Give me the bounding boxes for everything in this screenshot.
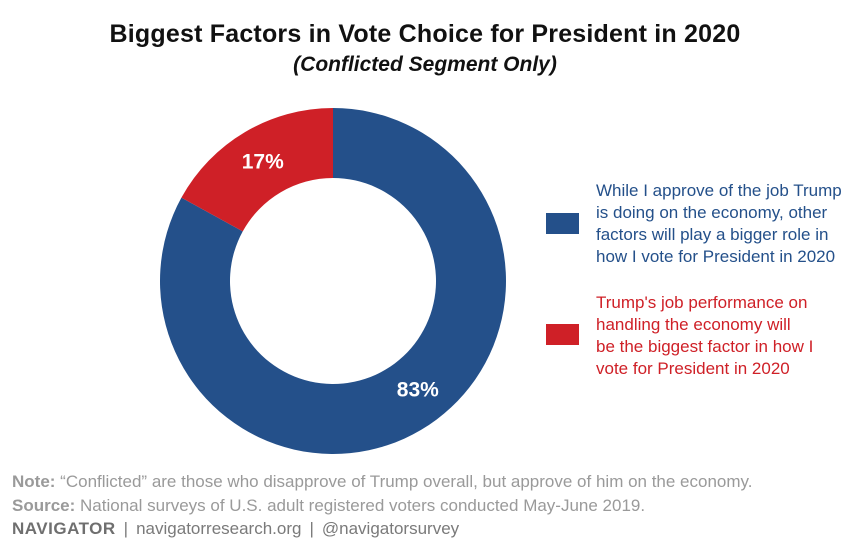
legend-line: handling the economy will [596,315,791,334]
social-handle[interactable]: @navigatorsurvey [321,519,460,538]
legend-label-economy-biggest-factor: Trump's job performance on handling the … [596,292,850,380]
chart-title: Biggest Factors in Vote Choice for Presi… [109,20,741,48]
chart-subtitle: (Conflicted Segment Only) [293,53,557,76]
website-link[interactable]: navigatorresearch.org [136,519,302,538]
note-label: Note: [12,472,56,491]
source-text: National surveys of U.S. adult registere… [75,496,646,515]
source-label: Source: [12,496,76,515]
note-text: “Conflicted” are those who disapprove of… [55,472,753,491]
legend-line: vote for President in 2020 [596,359,790,378]
separator: | [309,519,314,538]
footer-brand-line: NAVIGATOR | navigatorresearch.org | @navigat… [12,519,459,539]
slice-label-other-factors: 83% [397,378,439,401]
footer-note: Note: “Conflicted” are those who disappr… [12,472,753,492]
legend-swatch-economy-biggest-factor [546,324,579,345]
separator: | [123,519,129,538]
slice-label-economy-biggest-factor: 17% [242,151,284,174]
legend-line: factors will play a bigger role in [596,225,829,244]
slice-other-factors [160,108,506,454]
slice-economy-biggest-factor [181,108,333,232]
legend-line: be the biggest factor in how I [596,337,814,356]
brand-name: NAVIGATOR [12,519,116,538]
legend-label-other-factors: While I approve of the job Trump is doin… [596,180,850,268]
legend-line: While I approve of the job Trump [596,181,842,200]
legend-swatch-other-factors [546,213,579,234]
legend-line: is doing on the economy, other [596,203,828,222]
footer-source: Source: National surveys of U.S. adult r… [12,496,645,516]
legend-line: how I vote for President in 2020 [596,247,836,266]
donut-chart: 83% 17% [160,108,506,454]
legend-line: Trump's job performance on [596,293,808,312]
